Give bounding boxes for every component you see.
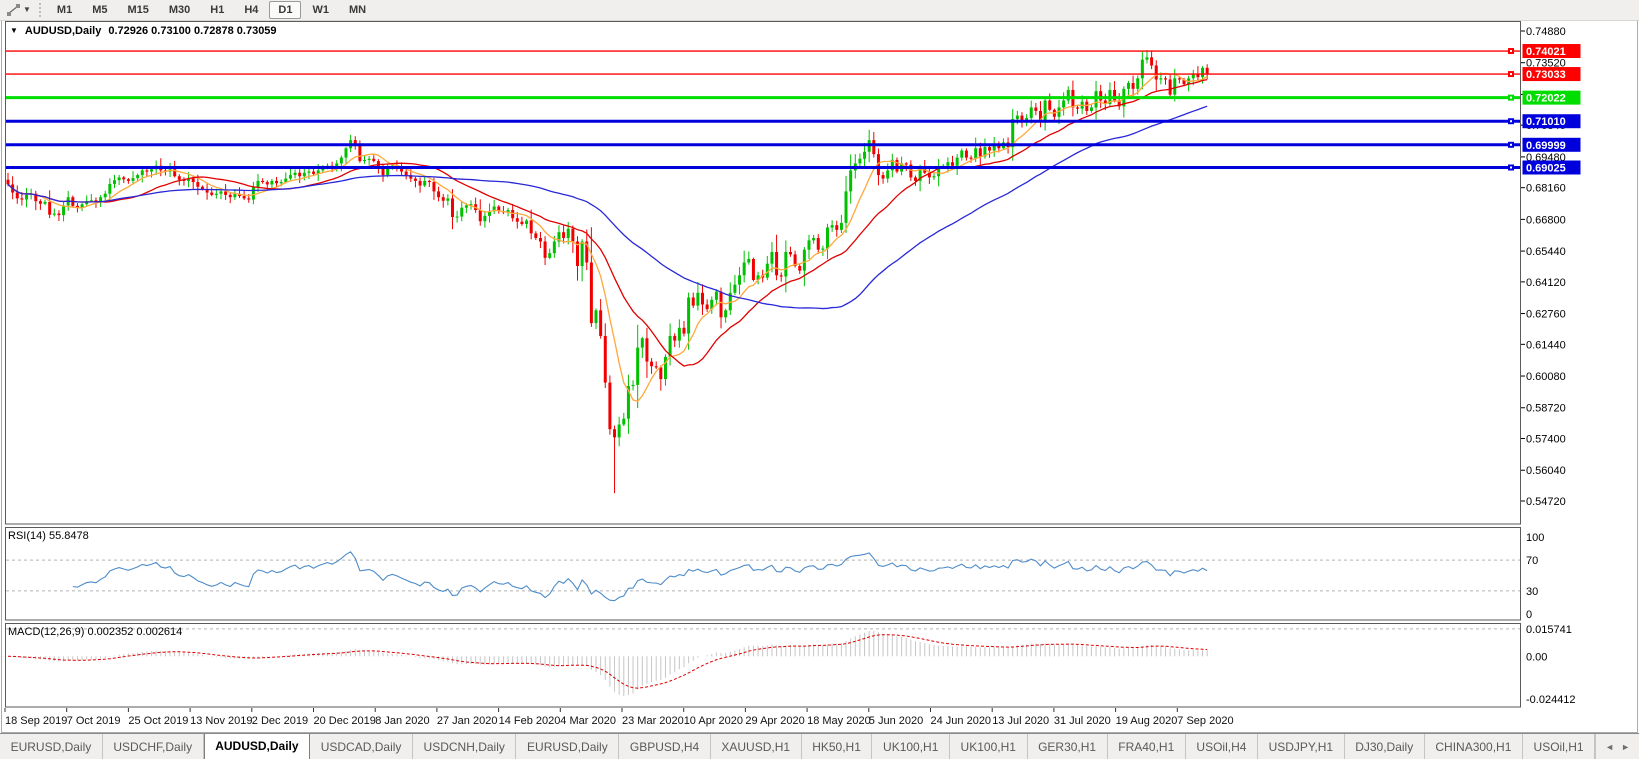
tab-uk100-h1[interactable]: UK100,H1 (950, 734, 1028, 759)
timeframe-h1-button[interactable]: H1 (210, 4, 225, 16)
tab-usdjpy-h1[interactable]: USDJPY,H1 (1258, 734, 1345, 759)
timeframe-button-group: M1 M5 M15 M30 H1 H4 D1 W1 MN (47, 1, 376, 19)
tab-china300-h1[interactable]: CHINA300,H1 (1425, 734, 1523, 759)
svg-text:0.60080: 0.60080 (1526, 371, 1566, 383)
x-axis-date: 18 Sep 2019 (5, 715, 68, 727)
timeframe-w1-button[interactable]: W1 (312, 4, 329, 16)
x-axis-date: 7 Sep 2020 (1177, 715, 1234, 727)
scroll-right-icon[interactable]: ► (1621, 741, 1630, 752)
x-axis-date: 13 Jul 2020 (992, 715, 1050, 727)
svg-text:0.58720: 0.58720 (1526, 403, 1566, 415)
svg-text:0.65440: 0.65440 (1526, 246, 1566, 258)
chart-tabs-bar: EURUSD,Daily USDCHF,Daily AUDUSD,Daily USDC… (0, 733, 1639, 759)
tab-dj30-daily[interactable]: DJ30,Daily (1345, 734, 1425, 759)
svg-text:0.62760: 0.62760 (1526, 309, 1566, 321)
x-axis-date: 10 Apr 2020 (683, 715, 744, 727)
scroll-left-icon[interactable]: ◄ (1605, 741, 1615, 752)
svg-text:0.00: 0.00 (1526, 651, 1547, 663)
x-axis-date: 14 Feb 2020 (498, 715, 561, 727)
x-axis-date: 31 Jul 2020 (1053, 715, 1111, 727)
svg-text:30: 30 (1526, 586, 1538, 598)
x-axis-date: 8 Jan 2020 (375, 715, 430, 727)
svg-text:0.57400: 0.57400 (1526, 434, 1566, 446)
x-axis-dates: 18 Sep 2019 7 Oct 2019 25 Oct 2019 13 Nov 2… (0, 712, 1639, 732)
x-axis-date: 27 Jan 2020 (436, 715, 498, 727)
svg-text:0.56040: 0.56040 (1526, 465, 1566, 477)
chart-symbol-label: AUDUSD,Daily (24, 25, 102, 37)
x-axis-date: 24 Jun 2020 (930, 715, 992, 727)
svg-text:0.73520: 0.73520 (1526, 58, 1566, 70)
x-axis-date: 20 Dec 2019 (313, 715, 376, 727)
svg-text:70: 70 (1526, 555, 1538, 567)
svg-text:0.72022: 0.72022 (1526, 93, 1566, 105)
tab-hk50-h1[interactable]: HK50,H1 (802, 734, 873, 759)
collapse-triangle-icon[interactable]: ▼ (10, 26, 18, 35)
svg-text:0.015741: 0.015741 (1526, 624, 1572, 636)
svg-text:0.64120: 0.64120 (1526, 277, 1566, 289)
macd-indicator-label: MACD(12,26,9) 0.002352 0.002614 (8, 626, 183, 638)
x-axis-date: 29 Apr 2020 (745, 715, 805, 727)
timeframe-d1-button[interactable]: D1 (269, 1, 302, 19)
x-axis-date: 7 Oct 2019 (66, 715, 121, 727)
svg-text:0.61440: 0.61440 (1526, 339, 1566, 351)
x-axis-date: 18 May 2020 (807, 715, 871, 727)
tab-fra40-h1[interactable]: FRA40,H1 (1108, 734, 1186, 759)
toolbar-grip (38, 3, 41, 17)
svg-text:0.73033: 0.73033 (1526, 69, 1566, 81)
chart-tools-icon[interactable]: ▼ (0, 1, 37, 19)
chart-title: ▼ AUDUSD,Daily 0.72926 0.73100 0.72878 0… (10, 25, 277, 37)
svg-text:0.54720: 0.54720 (1526, 496, 1566, 508)
timeframe-mn-button[interactable]: MN (348, 4, 367, 16)
tab-audusd-daily[interactable]: AUDUSD,Daily (203, 734, 311, 759)
svg-text:0.66800: 0.66800 (1526, 214, 1566, 226)
tab-eurusd-daily[interactable]: EURUSD,Daily (0, 734, 103, 759)
timeframe-m30-button[interactable]: M30 (168, 4, 191, 16)
x-axis-date: 2 Dec 2019 (251, 715, 309, 727)
svg-text:0.71010: 0.71010 (1526, 116, 1566, 128)
tab-eurusd-daily[interactable]: EURUSD,Daily (516, 734, 620, 759)
x-axis-date: 25 Oct 2019 (128, 715, 189, 727)
chart-ohlc-values: 0.72926 0.73100 0.72878 0.73059 (108, 25, 277, 37)
tab-usdcnh-daily[interactable]: USDCNH,Daily (413, 734, 517, 759)
svg-text:0.69999: 0.69999 (1526, 140, 1566, 152)
zigzag-icon (7, 4, 20, 16)
toolbar: ▼ M1 M5 M15 M30 H1 H4 D1 W1 MN (0, 0, 1639, 21)
x-axis-date: 13 Nov 2019 (190, 715, 253, 727)
tab-usoil-h1[interactable]: USOil,H1 (1523, 734, 1596, 759)
chart-tabs: EURUSD,Daily USDCHF,Daily AUDUSD,Daily USDC… (0, 734, 1596, 759)
svg-text:100: 100 (1526, 532, 1544, 544)
tab-usdcad-daily[interactable]: USDCAD,Daily (310, 734, 413, 759)
svg-text:0.69025: 0.69025 (1526, 162, 1566, 174)
chevron-down-icon: ▼ (23, 5, 31, 14)
rsi-indicator-label: RSI(14) 55.8478 (8, 530, 89, 542)
x-axis-date: 23 Mar 2020 (622, 715, 684, 727)
timeframe-m1-button[interactable]: M1 (56, 4, 73, 16)
svg-text:0.74880: 0.74880 (1526, 26, 1566, 38)
timeframe-m15-button[interactable]: M15 (127, 4, 149, 16)
tab-scroll-arrows: ◄ ► (1595, 734, 1639, 759)
timeframe-h4-button[interactable]: H4 (244, 4, 259, 16)
tab-ger30-h1[interactable]: GER30,H1 (1028, 734, 1108, 759)
tab-uk100-h1[interactable]: UK100,H1 (872, 734, 950, 759)
x-axis-date: 4 Mar 2020 (560, 715, 616, 727)
svg-text:-0.024412: -0.024412 (1526, 694, 1576, 706)
timeframe-m5-button[interactable]: M5 (92, 4, 108, 16)
svg-text:0.68160: 0.68160 (1526, 183, 1566, 195)
svg-text:0.74021: 0.74021 (1526, 46, 1566, 58)
svg-text:0: 0 (1526, 609, 1532, 621)
tab-xauusd-h1[interactable]: XAUUSD,H1 (711, 734, 802, 759)
x-axis-date: 5 Jun 2020 (868, 715, 924, 727)
tab-usdchf-daily[interactable]: USDCHF,Daily (103, 734, 204, 759)
x-axis-date: 19 Aug 2020 (1115, 715, 1178, 727)
tab-gbpusd-h4[interactable]: GBPUSD,H4 (619, 734, 711, 759)
tab-usoil-h4[interactable]: USOil,H4 (1186, 734, 1258, 759)
